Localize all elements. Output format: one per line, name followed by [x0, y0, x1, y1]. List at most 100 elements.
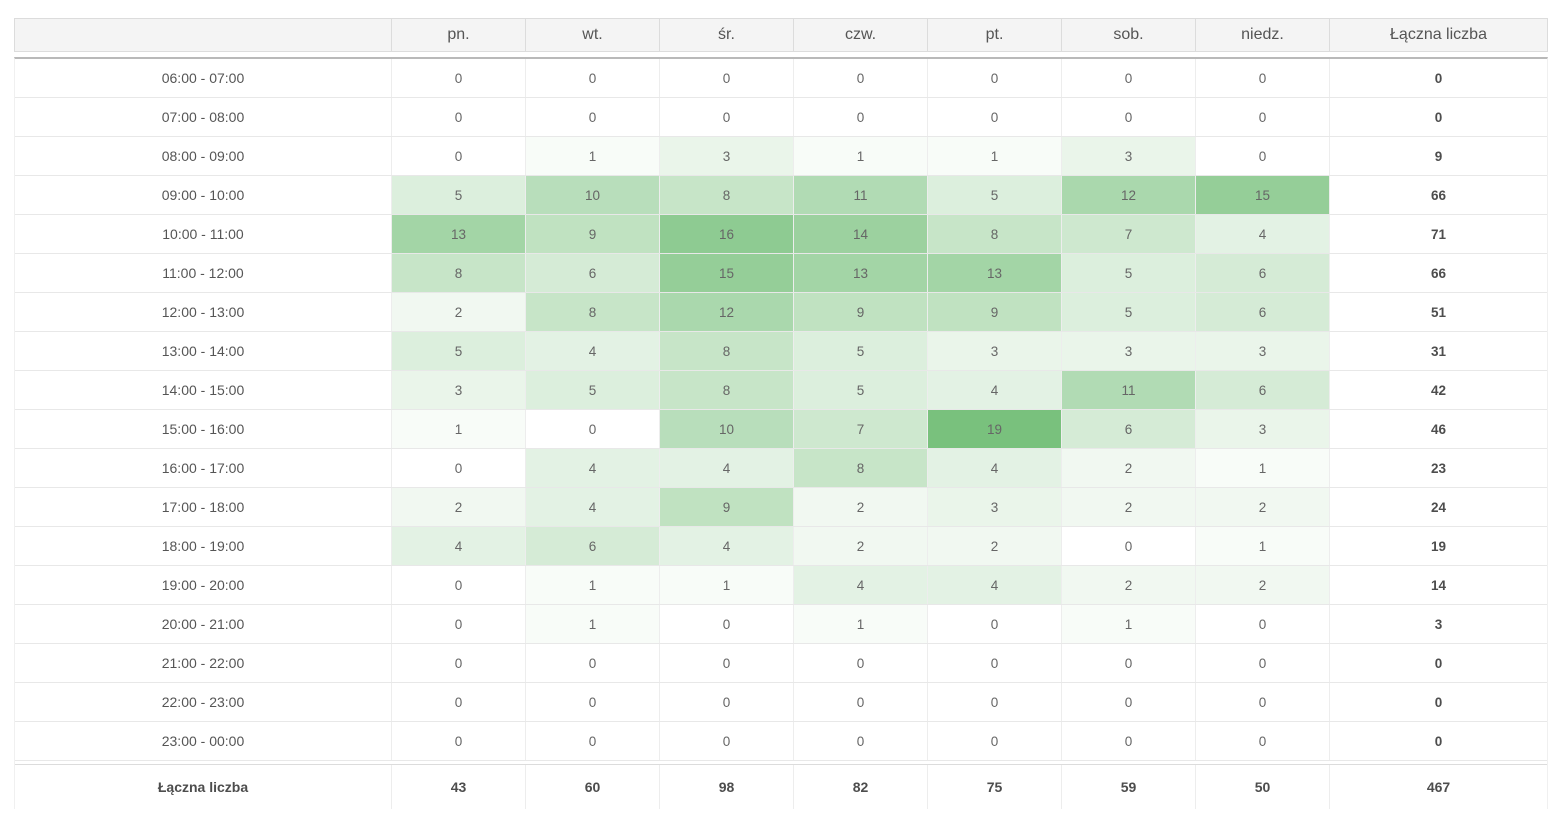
heat-cell: 0 — [391, 605, 525, 643]
heat-cell: 4 — [525, 488, 659, 526]
time-range-label: 12:00 - 13:00 — [15, 293, 391, 331]
column-total-sob: 59 — [1061, 765, 1195, 809]
heat-cell: 5 — [391, 176, 525, 214]
heat-cell: 9 — [927, 293, 1061, 331]
table-body: 06:00 - 07:00 0 0 0 0 0 0 0 0 07:00 - 08… — [14, 57, 1548, 809]
heat-cell: 0 — [391, 683, 525, 721]
table-row: 13:00 - 14:00 5 4 8 5 3 3 3 31 — [15, 332, 1547, 371]
heat-cell: 2 — [793, 488, 927, 526]
column-total-pn: 43 — [391, 765, 525, 809]
table-row: 23:00 - 00:00 0 0 0 0 0 0 0 0 — [15, 722, 1547, 761]
heat-cell: 0 — [391, 59, 525, 97]
heat-cell: 8 — [659, 332, 793, 370]
totals-separator — [15, 761, 1547, 764]
time-range-label: 15:00 - 16:00 — [15, 410, 391, 448]
heat-cell: 4 — [927, 566, 1061, 604]
heat-cell: 2 — [927, 527, 1061, 565]
heat-cell: 3 — [1061, 332, 1195, 370]
heat-cell: 3 — [927, 332, 1061, 370]
column-header-total: Łączna liczba — [1329, 19, 1547, 51]
heat-cell: 0 — [793, 59, 927, 97]
heat-cell: 0 — [927, 59, 1061, 97]
row-total: 0 — [1329, 683, 1547, 721]
heat-cell: 3 — [1061, 137, 1195, 175]
heat-cell: 3 — [1195, 332, 1329, 370]
heat-cell: 7 — [1061, 215, 1195, 253]
heat-cell: 0 — [1061, 98, 1195, 136]
heat-cell: 7 — [793, 410, 927, 448]
heat-cell: 9 — [525, 215, 659, 253]
corner-header-cell — [15, 19, 391, 51]
heat-cell: 4 — [525, 449, 659, 487]
column-header-niedz: niedz. — [1195, 19, 1329, 51]
heat-cell: 0 — [659, 98, 793, 136]
heat-cell: 0 — [1195, 137, 1329, 175]
heat-cell: 3 — [391, 371, 525, 409]
heat-cell: 16 — [659, 215, 793, 253]
column-total-czw: 82 — [793, 765, 927, 809]
row-total: 31 — [1329, 332, 1547, 370]
row-total: 0 — [1329, 59, 1547, 97]
table-row: 21:00 - 22:00 0 0 0 0 0 0 0 0 — [15, 644, 1547, 683]
column-header-pt: pt. — [927, 19, 1061, 51]
time-range-label: 23:00 - 00:00 — [15, 722, 391, 760]
time-range-label: 22:00 - 23:00 — [15, 683, 391, 721]
heat-cell: 0 — [1195, 98, 1329, 136]
heat-cell: 0 — [927, 644, 1061, 682]
heat-cell: 9 — [659, 488, 793, 526]
heat-cell: 2 — [391, 293, 525, 331]
heat-cell: 3 — [659, 137, 793, 175]
row-total: 0 — [1329, 98, 1547, 136]
heat-cell: 0 — [659, 605, 793, 643]
heat-cell: 1 — [1195, 527, 1329, 565]
table-header-row: pn. wt. śr. czw. pt. sob. niedz. Łączna … — [14, 18, 1548, 52]
table-row: 11:00 - 12:00 8 6 15 13 13 5 6 66 — [15, 254, 1547, 293]
heat-cell: 19 — [927, 410, 1061, 448]
heat-cell: 0 — [1195, 59, 1329, 97]
heat-cell: 4 — [927, 371, 1061, 409]
heat-cell: 6 — [1195, 293, 1329, 331]
time-range-label: 10:00 - 11:00 — [15, 215, 391, 253]
heat-cell: 0 — [1195, 605, 1329, 643]
table-row: 07:00 - 08:00 0 0 0 0 0 0 0 0 — [15, 98, 1547, 137]
table-row: 19:00 - 20:00 0 1 1 4 4 2 2 14 — [15, 566, 1547, 605]
row-total: 66 — [1329, 254, 1547, 292]
heat-cell: 6 — [525, 527, 659, 565]
heat-cell: 5 — [391, 332, 525, 370]
time-range-label: 17:00 - 18:00 — [15, 488, 391, 526]
row-total: 71 — [1329, 215, 1547, 253]
heat-cell: 5 — [927, 176, 1061, 214]
table-row: 09:00 - 10:00 5 10 8 11 5 12 15 66 — [15, 176, 1547, 215]
heat-cell: 1 — [927, 137, 1061, 175]
time-range-label: 19:00 - 20:00 — [15, 566, 391, 604]
heat-cell: 8 — [659, 176, 793, 214]
heat-cell: 5 — [525, 371, 659, 409]
row-total: 23 — [1329, 449, 1547, 487]
heat-cell: 8 — [927, 215, 1061, 253]
heat-cell: 1 — [1195, 449, 1329, 487]
time-range-label: 08:00 - 09:00 — [15, 137, 391, 175]
heat-cell: 0 — [391, 98, 525, 136]
heat-cell: 0 — [1061, 527, 1195, 565]
heat-cell: 1 — [391, 410, 525, 448]
row-total: 46 — [1329, 410, 1547, 448]
heat-cell: 4 — [659, 449, 793, 487]
heat-cell: 0 — [391, 449, 525, 487]
heat-cell: 0 — [1061, 644, 1195, 682]
heat-cell: 0 — [525, 722, 659, 760]
heat-cell: 6 — [1061, 410, 1195, 448]
heat-cell: 0 — [525, 683, 659, 721]
row-total: 0 — [1329, 644, 1547, 682]
heat-cell: 1 — [525, 605, 659, 643]
heat-cell: 4 — [525, 332, 659, 370]
column-header-czw: czw. — [793, 19, 927, 51]
table-row: 22:00 - 23:00 0 0 0 0 0 0 0 0 — [15, 683, 1547, 722]
heat-cell: 0 — [391, 722, 525, 760]
heat-cell: 0 — [391, 137, 525, 175]
heat-cell: 1 — [525, 566, 659, 604]
heat-cell: 12 — [659, 293, 793, 331]
heat-cell: 6 — [525, 254, 659, 292]
heat-cell: 4 — [1195, 215, 1329, 253]
row-total: 9 — [1329, 137, 1547, 175]
table-row: 14:00 - 15:00 3 5 8 5 4 11 6 42 — [15, 371, 1547, 410]
